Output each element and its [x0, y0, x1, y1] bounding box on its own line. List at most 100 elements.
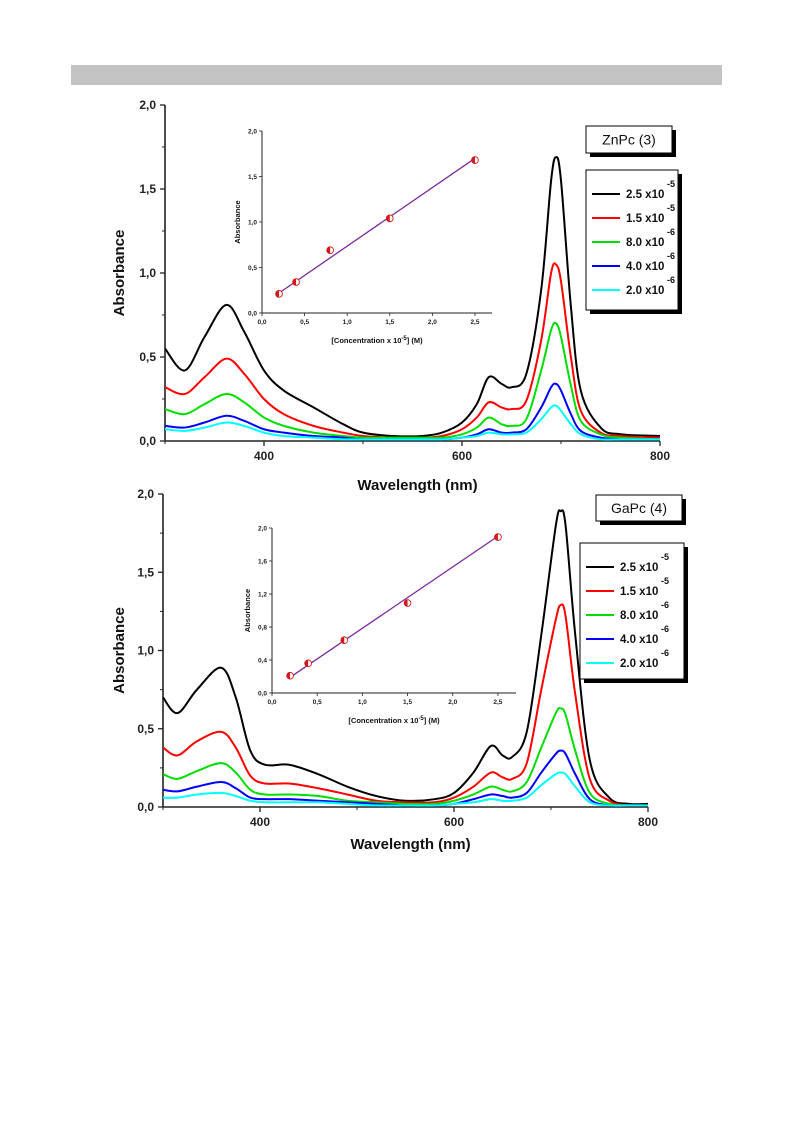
inset-chart: 0,0 0,4 0,8 1,2 1,6 2,0 0,0 0,5 1,0 1,5 2,0 2,5 [Con… — [243, 526, 516, 725]
series-line-5 — [165, 404, 660, 441]
legend-exponent-4: -6 — [661, 624, 669, 634]
legend-exponent-5: -6 — [667, 275, 675, 285]
tag-box — [595, 494, 683, 522]
y-tick-label: 1,5 — [137, 565, 154, 579]
legend-box — [579, 542, 685, 680]
y-tick-label: 2,0 — [137, 487, 154, 501]
legend-label-5: 2.0 x10 — [620, 658, 658, 670]
legend-label-1: 2.5 x10 — [626, 189, 664, 201]
inset-x-tick-label: 0,5 — [300, 319, 309, 326]
inset-x-tick-label: 2,5 — [470, 319, 479, 326]
legend-exponent-2: -5 — [667, 203, 675, 213]
inset-y-tick-label: 0,0 — [258, 691, 267, 698]
inset-x-tick-label: 1,0 — [358, 699, 367, 706]
x-tick-label: 400 — [254, 449, 274, 463]
series-line-5 — [163, 771, 648, 807]
series-line-2 — [165, 262, 660, 439]
legend-exponent-1: -5 — [667, 179, 675, 189]
legend-exponent-3: -6 — [661, 600, 669, 610]
inset-fit-line — [289, 535, 499, 678]
y-tick-label: 0,5 — [139, 350, 156, 364]
inset-point-fill-2 — [292, 278, 297, 286]
inset-x-tick-label: 1,5 — [403, 699, 412, 706]
inset-point-fill-5 — [494, 533, 498, 541]
x-tick-label: 800 — [650, 449, 670, 463]
inset-point-fill-5 — [471, 156, 475, 164]
y-tick-label: 2,0 — [139, 98, 156, 112]
x-tick-label: 800 — [638, 815, 658, 829]
series-line-4 — [163, 749, 648, 807]
compound-label: ZnPc (3) — [602, 132, 656, 148]
inset-point-fill-1 — [286, 672, 291, 680]
inset-y-tick-label: 0,5 — [248, 265, 257, 272]
compound-label: GaPc (4) — [611, 500, 667, 516]
legend-label-4: 4.0 x10 — [626, 261, 664, 273]
inset-point-fill-4 — [404, 599, 408, 607]
y-tick-label: 0,5 — [137, 722, 154, 736]
legend-exponent-5: -6 — [661, 648, 669, 658]
legend-exponent-1: -5 — [661, 552, 669, 562]
y-tick-label: 0,0 — [139, 434, 156, 448]
y-tick-label: 1,0 — [137, 644, 154, 658]
x-tick-label: 600 — [452, 449, 472, 463]
legend-exponent-3: -6 — [667, 227, 675, 237]
legend-label-3: 8.0 x10 — [620, 610, 658, 622]
legend-label-4: 4.0 x10 — [620, 634, 658, 646]
y-tick-label: 1,5 — [139, 182, 156, 196]
inset-y-tick-label: 1,6 — [258, 559, 267, 566]
legend-label-2: 1.5 x10 — [626, 213, 664, 225]
inset-x-axis-title: [Concentration x 10-5] (M) — [348, 716, 440, 725]
chart-2: 0,0 0,5 1,0 1,5 2,0 400 600 800 Wavelength (nm) A… — [111, 487, 688, 853]
inset-x-tick-label: 2,0 — [428, 319, 437, 326]
y-tick-label: 0,0 — [137, 800, 154, 814]
legend-label-2: 1.5 x10 — [620, 586, 658, 598]
y-axis-title: Absorbance — [111, 607, 128, 694]
inset-x-axis-title: [Concentration x 10-5] (M) — [331, 336, 423, 345]
y-axis-title: Absorbance — [111, 230, 128, 317]
inset-x-tick-label: 0,5 — [313, 699, 322, 706]
inset-y-tick-label: 1,2 — [258, 592, 267, 599]
series-line-1 — [163, 509, 648, 806]
inset-y-tick-label: 2,0 — [248, 129, 257, 136]
header-bar — [71, 65, 722, 85]
inset-point-fill-4 — [386, 214, 390, 222]
inset-y-tick-label: 1,5 — [248, 174, 257, 181]
inset-y-axis-title: Absorbance — [243, 589, 252, 632]
legend-label-3: 8.0 x10 — [626, 237, 664, 249]
inset-y-tick-label: 0,0 — [248, 311, 257, 318]
x-axis-title: Wavelength (nm) — [357, 477, 477, 494]
series-line-2 — [163, 603, 648, 807]
inset-y-tick-label: 1,0 — [248, 220, 257, 227]
inset-y-axis-title: Absorbance — [233, 200, 242, 243]
inset-fit-line — [278, 157, 476, 294]
series-line-4 — [165, 382, 660, 441]
inset-point-fill-3 — [340, 636, 345, 644]
series-line-1 — [165, 156, 660, 438]
inset-y-tick-label: 0,4 — [258, 658, 267, 665]
inset-x-tick-label: 2,0 — [448, 699, 457, 706]
legend-exponent-4: -6 — [667, 251, 675, 261]
x-axis-title: Wavelength (nm) — [350, 836, 470, 853]
inset-point-fill-2 — [304, 659, 309, 667]
inset-x-tick-label: 0,0 — [257, 319, 266, 326]
inset-x-tick-label: 0,0 — [267, 699, 276, 706]
x-tick-label: 400 — [250, 815, 270, 829]
inset-chart: 0,0 0,5 1,0 1,5 2,0 0,0 0,5 1,0 1,5 2,0 2,5 [Concen… — [233, 129, 492, 345]
inset-point-fill-3 — [326, 246, 331, 254]
inset-x-tick-label: 1,0 — [343, 319, 352, 326]
legend-label-5: 2.0 x10 — [626, 285, 664, 297]
inset-x-tick-label: 1,5 — [385, 319, 394, 326]
legend-exponent-2: -5 — [661, 576, 669, 586]
chart-1: 0,0 0,5 1,0 1,5 2,0 400 600 800 Wavelength (nm) A… — [111, 98, 682, 494]
tag-box — [585, 125, 673, 154]
inset-y-tick-label: 0,8 — [258, 625, 267, 632]
series-line-3 — [163, 707, 648, 807]
inset-point-fill-1 — [275, 290, 280, 298]
inset-x-tick-label: 2,5 — [493, 699, 502, 706]
inset-y-tick-label: 2,0 — [258, 526, 267, 533]
series-line-3 — [165, 321, 660, 441]
y-tick-label: 1,0 — [139, 266, 156, 280]
x-tick-label: 600 — [444, 815, 464, 829]
legend-label-1: 2.5 x10 — [620, 562, 658, 574]
